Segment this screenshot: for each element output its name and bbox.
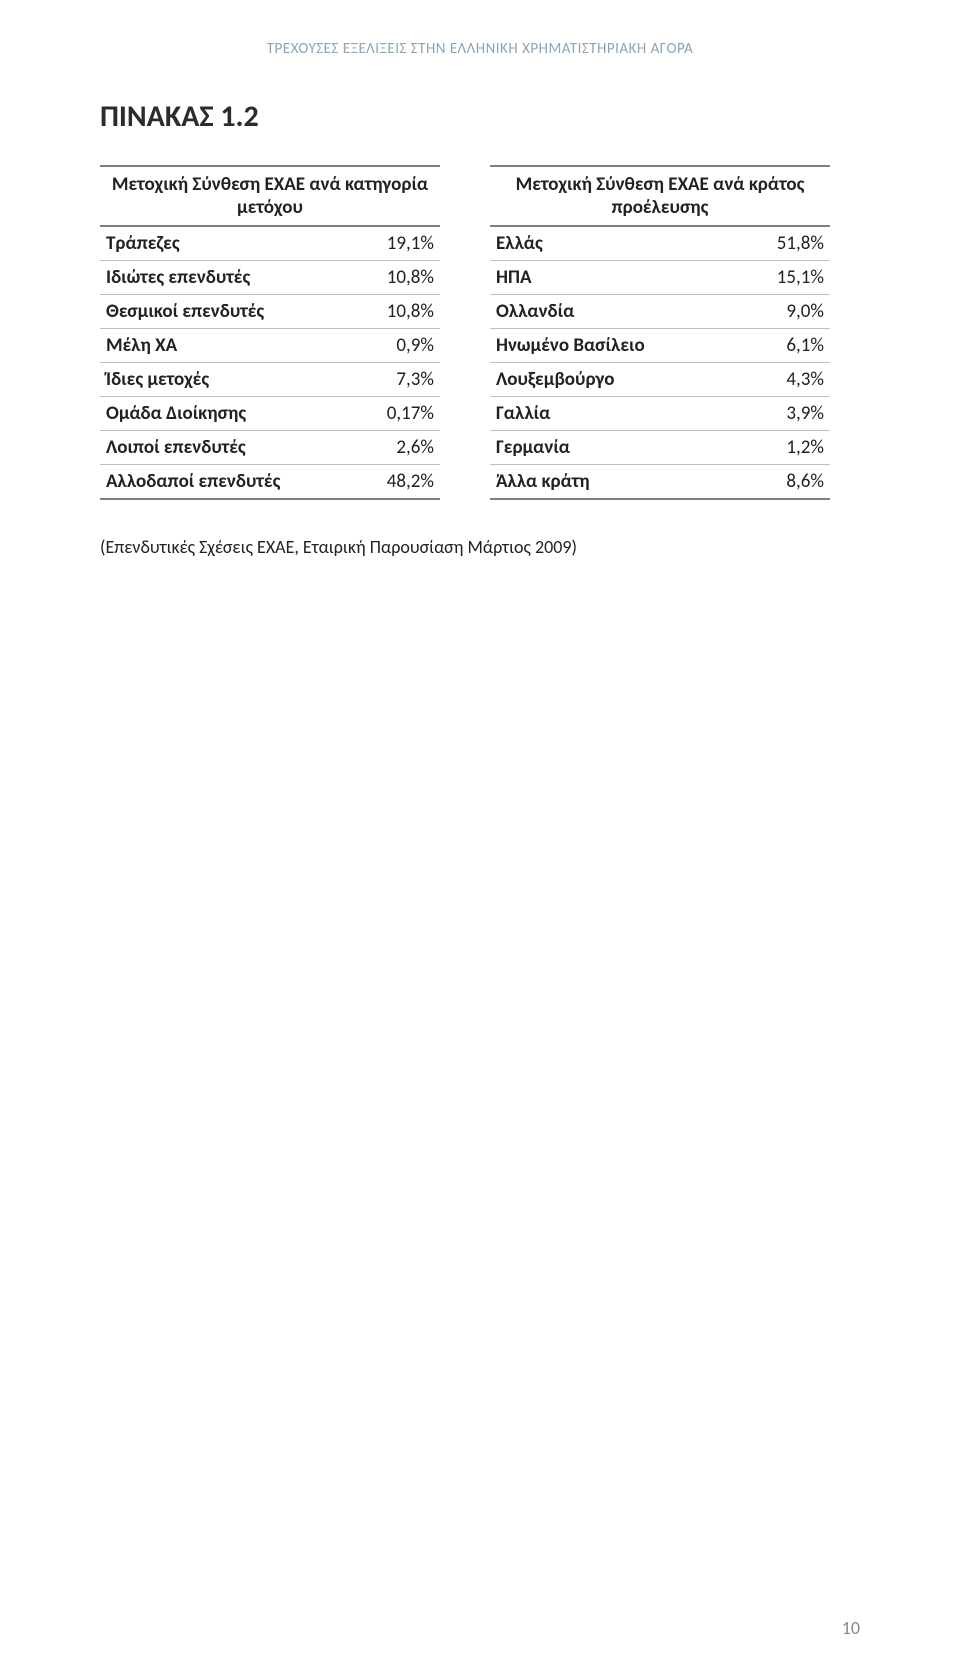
row-value: 4,3% <box>736 363 830 397</box>
row-label: Αλλοδαποί επενδυτές <box>100 465 353 500</box>
page-number: 10 <box>842 1617 860 1639</box>
table-row: Μέλη ΧΑ 0,9% <box>100 329 440 363</box>
tables-container: Μετοχική Σύνθεση ΕΧΑΕ ανά κατηγορία μετό… <box>100 165 860 500</box>
row-label: Ολλανδία <box>490 295 736 329</box>
row-label: Λουξεμβούργο <box>490 363 736 397</box>
table-row: Θεσμικοί επενδυτές 10,8% <box>100 295 440 329</box>
row-value: 19,1% <box>353 226 440 261</box>
right-table: Μετοχική Σύνθεση ΕΧΑΕ ανά κράτος προέλευ… <box>490 165 830 500</box>
row-value: 1,2% <box>736 431 830 465</box>
row-label: Ίδιες μετοχές <box>100 363 353 397</box>
table-row: Ομάδα Διοίκησης 0,17% <box>100 397 440 431</box>
row-value: 2,6% <box>353 431 440 465</box>
row-label: Ομάδα Διοίκησης <box>100 397 353 431</box>
table-row: Γερμανία 1,2% <box>490 431 830 465</box>
table-row: Ιδιώτες επενδυτές 10,8% <box>100 261 440 295</box>
row-value: 8,6% <box>736 465 830 500</box>
table-row: Ολλανδία 9,0% <box>490 295 830 329</box>
row-label: Ιδιώτες επενδυτές <box>100 261 353 295</box>
row-value: 7,3% <box>353 363 440 397</box>
table-row: Ελλάς 51,8% <box>490 226 830 261</box>
row-label: Μέλη ΧΑ <box>100 329 353 363</box>
table-row: Άλλα κράτη 8,6% <box>490 465 830 500</box>
row-value: 15,1% <box>736 261 830 295</box>
table-row: Ίδιες μετοχές 7,3% <box>100 363 440 397</box>
right-table-header: Μετοχική Σύνθεση ΕΧΑΕ ανά κράτος προέλευ… <box>490 166 830 226</box>
row-value: 0,9% <box>353 329 440 363</box>
row-label: Τράπεζες <box>100 226 353 261</box>
running-header: ΤΡΕΧΟΥΣΕΣ ΕΞΕΛΙΞΕΙΣ ΣΤΗΝ ΕΛΛΗΝΙΚΗ ΧΡΗΜΑΤ… <box>100 40 860 58</box>
left-table: Μετοχική Σύνθεση ΕΧΑΕ ανά κατηγορία μετό… <box>100 165 440 500</box>
table-row: Γαλλία 3,9% <box>490 397 830 431</box>
row-value: 0,17% <box>353 397 440 431</box>
source-note: (Επενδυτικές Σχέσεις ΕΧΑΕ, Εταιρική Παρο… <box>100 536 860 558</box>
row-value: 10,8% <box>353 295 440 329</box>
row-label: Άλλα κράτη <box>490 465 736 500</box>
left-table-header: Μετοχική Σύνθεση ΕΧΑΕ ανά κατηγορία μετό… <box>100 166 440 226</box>
row-value: 6,1% <box>736 329 830 363</box>
row-label: Γερμανία <box>490 431 736 465</box>
row-label: Θεσμικοί επενδυτές <box>100 295 353 329</box>
row-label: Ελλάς <box>490 226 736 261</box>
table-row: Αλλοδαποί επενδυτές 48,2% <box>100 465 440 500</box>
table-row: Ηνωμένο Βασίλειο 6,1% <box>490 329 830 363</box>
row-label: Ηνωμένο Βασίλειο <box>490 329 736 363</box>
row-label: Λοιποί επενδυτές <box>100 431 353 465</box>
table-row: ΗΠΑ 15,1% <box>490 261 830 295</box>
table-row: Λουξεμβούργο 4,3% <box>490 363 830 397</box>
row-value: 9,0% <box>736 295 830 329</box>
row-label: Γαλλία <box>490 397 736 431</box>
row-value: 48,2% <box>353 465 440 500</box>
row-value: 3,9% <box>736 397 830 431</box>
table-title: ΠΙΝΑΚΑΣ 1.2 <box>100 98 860 135</box>
row-value: 51,8% <box>736 226 830 261</box>
table-row: Λοιποί επενδυτές 2,6% <box>100 431 440 465</box>
table-row: Τράπεζες 19,1% <box>100 226 440 261</box>
row-label: ΗΠΑ <box>490 261 736 295</box>
row-value: 10,8% <box>353 261 440 295</box>
